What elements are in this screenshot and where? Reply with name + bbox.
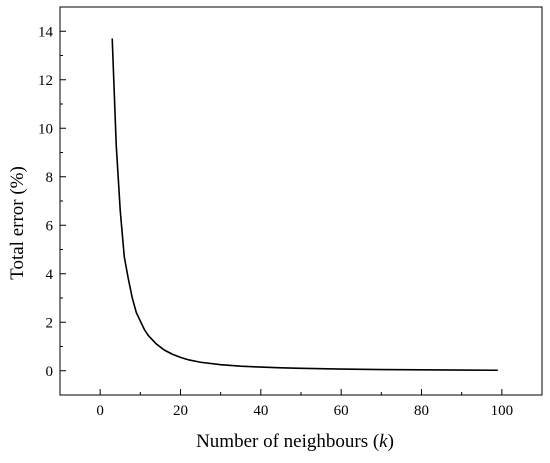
series-line	[111, 38, 498, 372]
x-tick-label: 60	[334, 403, 349, 419]
axis-ticks	[59, 6, 543, 396]
y-tick-label: 0	[46, 364, 54, 380]
x-tick-label: 80	[414, 403, 429, 419]
plot-frame	[59, 6, 543, 396]
x-axis-title: Number of neighbours (k)	[196, 431, 394, 452]
x-tick-label: 100	[491, 403, 514, 419]
y-tick-label: 10	[38, 121, 53, 137]
x-tick-label: 40	[253, 403, 268, 419]
y-tick-label: 4	[46, 267, 54, 283]
y-tick-label: 14	[38, 24, 54, 40]
y-axis-title: Total error (%)	[7, 166, 28, 280]
y-tick-label: 6	[46, 218, 54, 234]
y-tick-label: 8	[46, 170, 54, 186]
y-tick-label: 12	[38, 73, 53, 89]
axis-tick-labels: 0 20 40 60 80 100 0 2 4 6 8 10 12 14	[38, 24, 513, 419]
x-tick-label: 0	[96, 403, 104, 419]
x-tick-label: 20	[173, 403, 188, 419]
y-tick-label: 2	[46, 315, 54, 331]
